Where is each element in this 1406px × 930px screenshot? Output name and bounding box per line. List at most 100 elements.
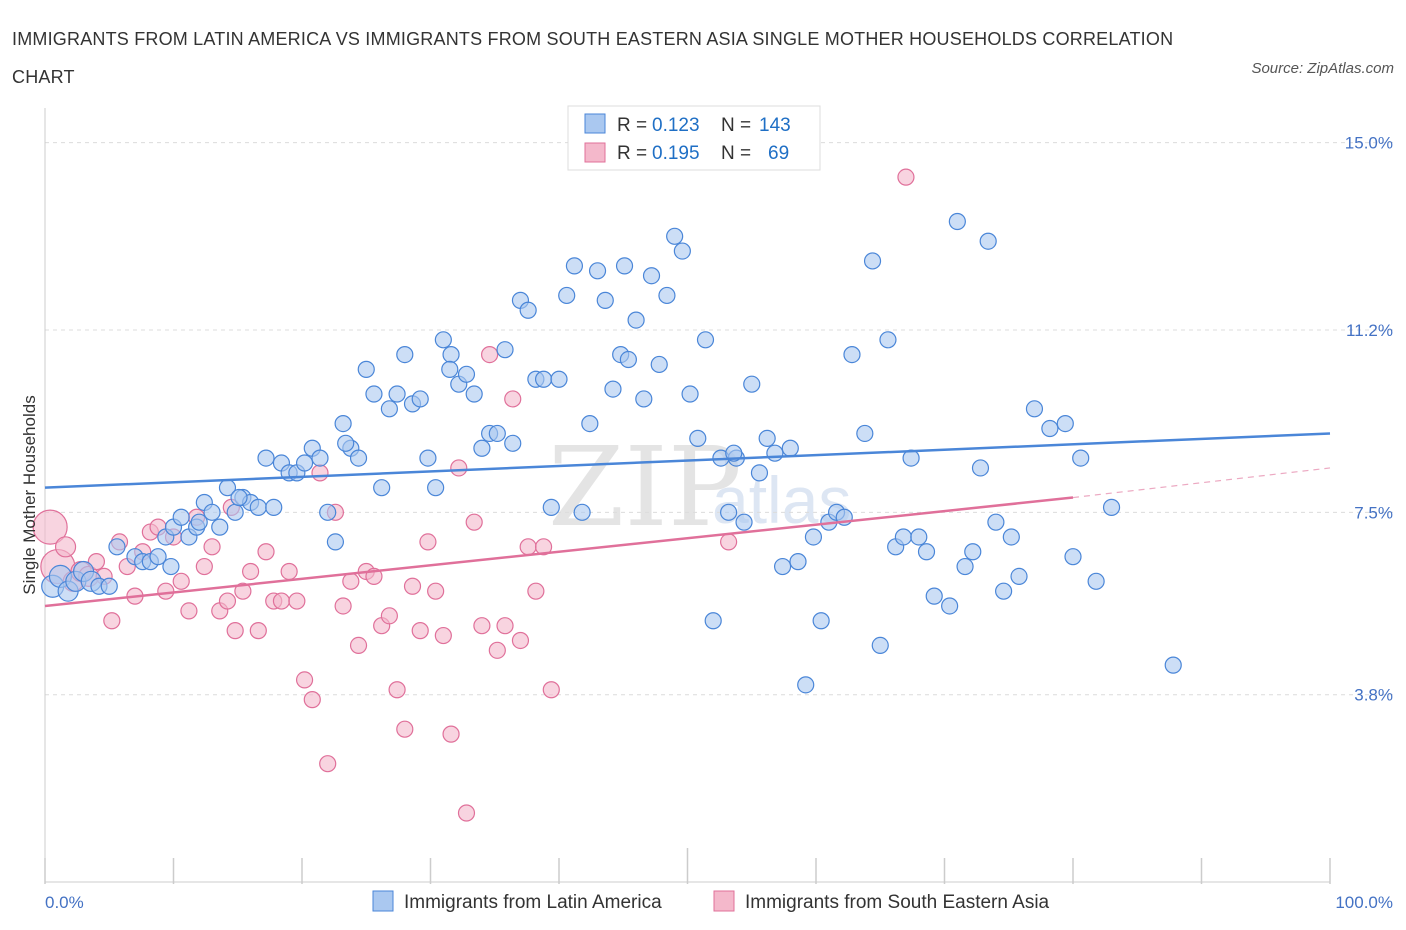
point-latin-america	[1041, 419, 1059, 438]
trend-line-blue	[44, 432, 1331, 489]
point-latin-america	[542, 498, 560, 516]
point-latin-america	[565, 257, 584, 275]
bottom-legend-label-blue: Immigrants from Latin America	[404, 892, 662, 913]
point-latin-america	[650, 355, 668, 374]
point-latin-america	[190, 513, 208, 531]
point-latin-america	[917, 543, 936, 561]
point-south-eastern-asia	[450, 459, 468, 477]
chart-title: IMMIGRANTS FROM LATIN AMERICA VS IMMIGRA…	[12, 29, 1174, 87]
y-tick-label: 11.2%	[1346, 321, 1393, 340]
point-latin-america	[1056, 415, 1074, 433]
point-latin-america	[434, 331, 452, 349]
point-south-eastern-asia	[295, 671, 314, 689]
point-latin-america	[519, 301, 537, 319]
point-latin-america	[211, 518, 229, 536]
point-south-eastern-asia	[504, 390, 522, 408]
bottom-legend-label-pink: Immigrants from South Eastern Asia	[745, 892, 1050, 913]
x-tick-label-end: 100.0%	[1335, 893, 1393, 912]
point-latin-america	[550, 370, 568, 388]
point-latin-america	[894, 528, 912, 546]
point-latin-america	[704, 612, 722, 630]
point-south-eastern-asia	[496, 617, 514, 635]
point-latin-america	[380, 400, 398, 418]
point-latin-america	[488, 424, 506, 443]
point-latin-america	[987, 513, 1005, 531]
point-latin-america	[735, 513, 753, 531]
point-latin-america	[373, 479, 391, 497]
point-latin-america	[1064, 548, 1082, 566]
point-south-eastern-asia	[319, 755, 337, 773]
point-latin-america	[1002, 528, 1020, 546]
point-south-eastern-asia	[419, 533, 437, 551]
point-latin-america	[681, 385, 699, 403]
point-south-eastern-asia	[257, 543, 275, 561]
point-south-eastern-asia	[172, 572, 190, 590]
point-latin-america	[388, 385, 406, 403]
point-latin-america	[673, 242, 691, 260]
legend-r-label-1: R =	[617, 115, 647, 136]
point-latin-america	[249, 498, 267, 516]
point-latin-america	[365, 385, 383, 403]
point-latin-america	[948, 212, 966, 231]
point-south-eastern-asia	[218, 592, 237, 610]
point-latin-america	[781, 439, 799, 457]
point-latin-america	[871, 636, 889, 655]
trend-lines	[44, 432, 1331, 608]
legend-r-label-2: R =	[617, 143, 647, 164]
point-latin-america	[319, 503, 337, 521]
bottom-legend-swatch-blue	[372, 890, 394, 912]
source-label: Source: ZipAtlas.com	[1251, 60, 1394, 77]
point-latin-america	[843, 345, 861, 364]
point-south-eastern-asia	[87, 553, 106, 571]
legend-n-label-2: N =	[721, 143, 751, 164]
point-latin-america	[758, 429, 776, 447]
point-latin-america	[419, 449, 437, 467]
axes	[44, 108, 1331, 884]
tick-labels: 3.8% 7.5% 11.2% 15.0% 0.0% 100.0%	[45, 134, 1393, 912]
point-south-eastern-asia	[180, 602, 198, 620]
point-south-eastern-asia	[388, 681, 406, 699]
y-tick-label: 7.5%	[1354, 503, 1393, 522]
point-south-eastern-asia	[542, 681, 560, 699]
point-south-eastern-asia	[481, 345, 499, 364]
point-latin-america	[558, 286, 576, 305]
point-latin-america	[766, 444, 784, 462]
point-latin-america	[635, 390, 653, 408]
point-south-eastern-asia	[272, 592, 291, 610]
point-south-eastern-asia	[349, 636, 368, 655]
point-latin-america	[925, 587, 943, 605]
point-latin-america	[465, 385, 483, 403]
point-latin-america	[203, 503, 221, 521]
point-south-eastern-asia	[242, 562, 260, 581]
point-south-eastern-asia	[203, 538, 221, 556]
point-latin-america	[1102, 498, 1121, 516]
point-south-eastern-asia	[720, 533, 738, 551]
point-latin-america	[773, 557, 792, 576]
point-latin-america	[411, 390, 429, 408]
point-latin-america	[863, 252, 882, 270]
point-latin-america	[257, 449, 275, 467]
legend-swatch-pink	[584, 142, 606, 163]
trend-line-dashed-pink	[1072, 467, 1331, 499]
legend-n-label-1: N =	[721, 115, 751, 136]
point-latin-america	[941, 597, 959, 615]
series-latin-america-points	[41, 212, 1182, 694]
point-south-eastern-asia	[434, 626, 452, 645]
y-tick-label: 15.0%	[1345, 134, 1393, 153]
watermark-zip: ZIP	[548, 423, 742, 551]
stats-legend: R = 0.123 N = 143 R = 0.195 N = 69	[567, 105, 821, 171]
legend-n-value-2: 69	[768, 143, 789, 164]
point-latin-america	[1164, 656, 1182, 674]
point-latin-america	[995, 582, 1013, 600]
point-south-eastern-asia	[403, 577, 422, 595]
point-south-eastern-asia	[54, 536, 77, 558]
point-latin-america	[295, 454, 314, 472]
point-latin-america	[588, 262, 607, 280]
y-axis-title: Single Mother Households	[20, 395, 39, 594]
point-latin-america	[573, 503, 591, 521]
trend-line-pink	[44, 496, 1074, 608]
point-south-eastern-asia	[195, 557, 213, 576]
point-latin-america	[750, 464, 769, 482]
point-latin-america	[812, 612, 830, 630]
